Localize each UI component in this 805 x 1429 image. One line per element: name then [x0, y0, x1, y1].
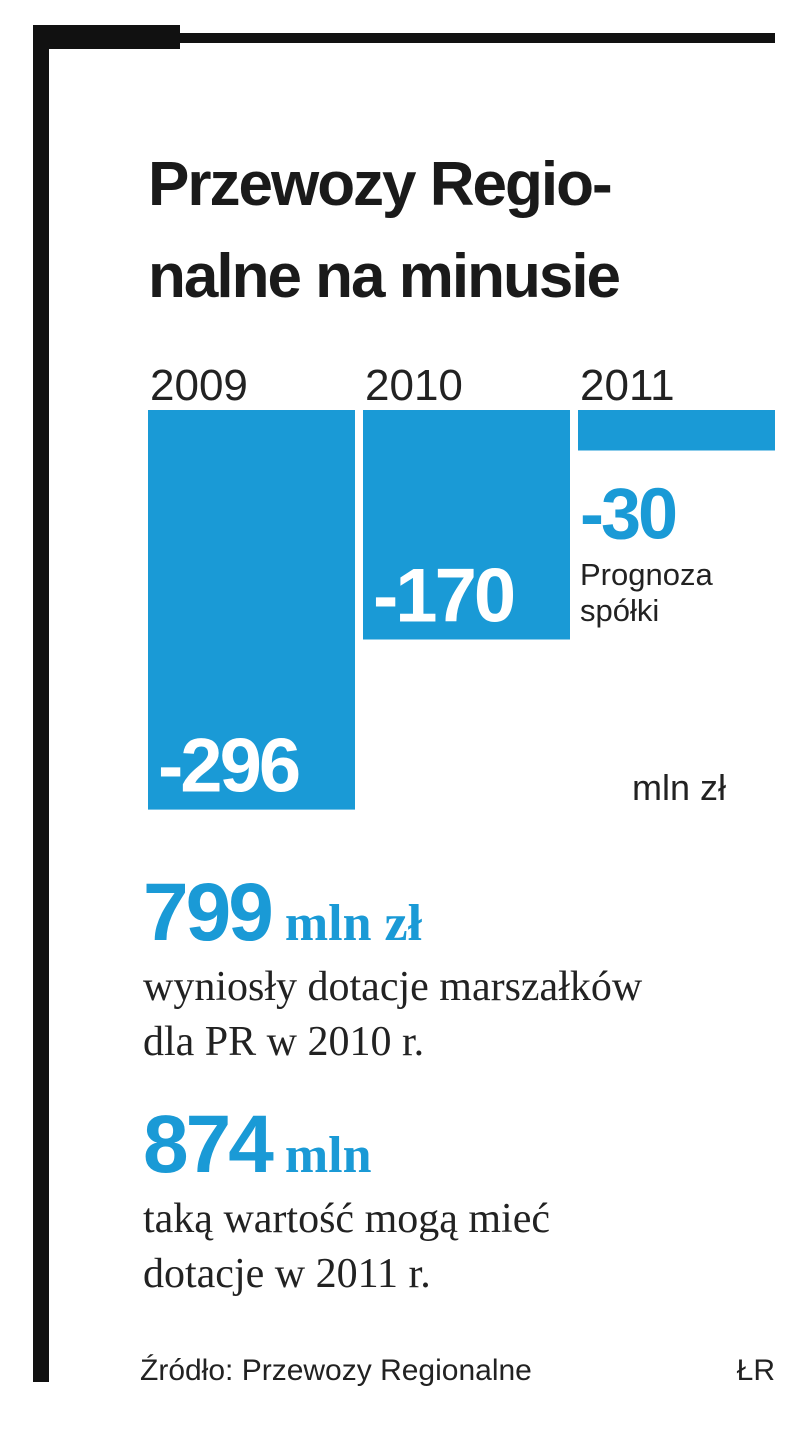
chart-title: Przewozy Regio-: [148, 150, 611, 219]
category-label: 2009: [150, 361, 248, 410]
unit-label: mln zł: [632, 767, 726, 808]
fact-headline: 799 mln zł: [143, 867, 423, 958]
fact-text: dotacje w 2011 r.: [143, 1251, 431, 1297]
fact-text: wyniosły dotacje marszałków: [143, 964, 643, 1010]
fact-text: taką wartość mogą mieć: [143, 1196, 550, 1242]
chart-title: nalne na minusie: [148, 242, 620, 311]
bar: [578, 410, 775, 451]
note: spółki: [580, 593, 659, 628]
note: Prognoza: [580, 557, 713, 592]
bar: [363, 410, 570, 640]
fact-value: 874: [143, 1099, 274, 1190]
category-label: 2010: [365, 361, 463, 410]
value-label: -170: [373, 554, 514, 639]
value-label: -30: [580, 475, 676, 555]
frame-top: [33, 33, 775, 43]
fact-unit: mln zł: [285, 895, 423, 952]
category-label: 2011: [580, 361, 675, 410]
fact-text: dla PR w 2010 r.: [143, 1019, 424, 1065]
value-label: -296: [158, 724, 299, 809]
frame-left: [33, 25, 49, 1382]
fact-value: 799: [143, 867, 271, 958]
fact-unit: mln: [285, 1127, 372, 1184]
credit: ŁR: [737, 1354, 775, 1387]
bar: [148, 410, 355, 810]
fact-headline: 874 mln: [143, 1099, 372, 1190]
source: Źródło: Przewozy Regionalne: [140, 1354, 532, 1387]
